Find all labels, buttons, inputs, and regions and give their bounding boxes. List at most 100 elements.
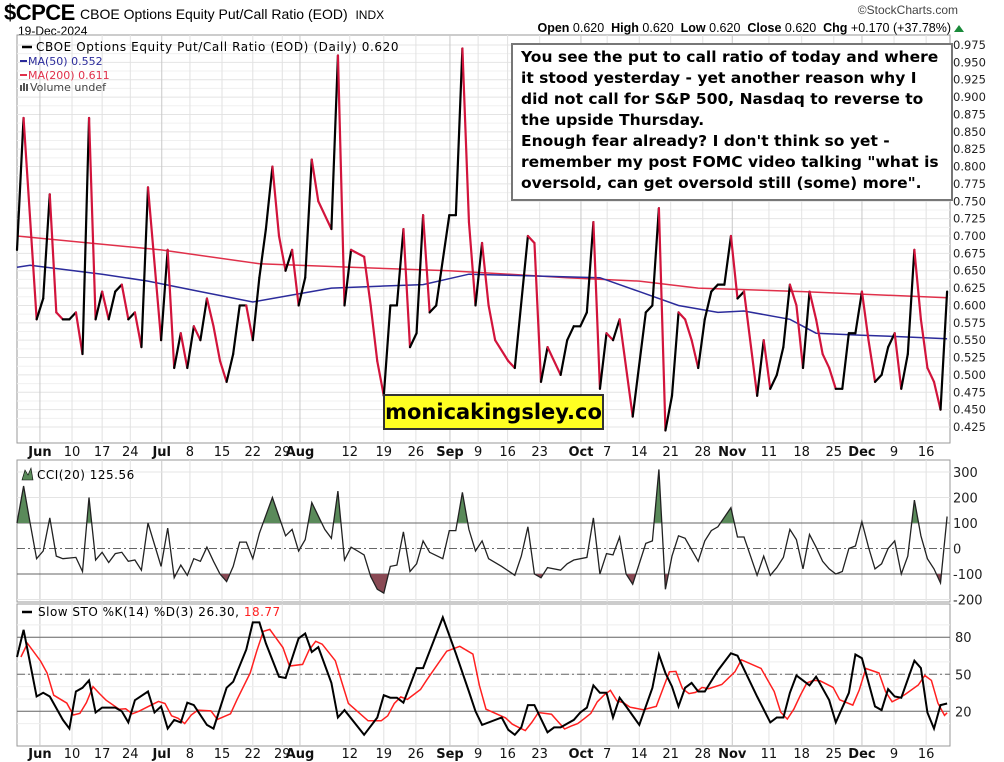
- price-segment: [114, 283, 123, 293]
- x-tick-label: 21: [662, 747, 679, 762]
- price-segment: [762, 339, 772, 390]
- panel-frame-1: [16, 459, 951, 603]
- price-segment: [683, 318, 693, 342]
- x-tick-label: 19: [376, 445, 393, 460]
- price-segment: [363, 255, 372, 307]
- x-tick-label: 22: [245, 445, 262, 460]
- x-tick-label: 10: [64, 747, 81, 762]
- price-segment: [775, 346, 785, 377]
- legend-ma200: MA(200) 0.611: [28, 69, 110, 82]
- price-segment: [120, 283, 130, 321]
- x-tick-label: 14: [631, 445, 648, 460]
- price-segment: [690, 339, 700, 370]
- x-tick-label: 16: [499, 747, 516, 762]
- price-segment: [585, 221, 595, 314]
- x-tick-label: 26: [408, 445, 425, 460]
- price-segment: [828, 366, 837, 390]
- price-segment: [258, 227, 267, 279]
- price-segment: [304, 158, 313, 279]
- price-segment: [769, 373, 778, 390]
- x-tick-label: Aug: [286, 445, 315, 460]
- price-segment: [271, 165, 281, 238]
- x-tick-label: 23: [531, 747, 548, 762]
- price-segment: [631, 311, 647, 418]
- price-segment: [107, 290, 117, 321]
- x-tick-label: Aug: [286, 747, 315, 762]
- open-label: Open: [537, 21, 570, 35]
- price-segment: [919, 318, 929, 370]
- legend-sto: Slow STO %K(14) %D(3) 26.30, 18.77: [38, 605, 281, 619]
- price-segment: [756, 339, 765, 397]
- cci-tick-label: -200: [953, 594, 983, 609]
- x-tick-label: 9: [890, 747, 898, 762]
- price-segment: [225, 352, 235, 383]
- price-segment: [513, 234, 530, 370]
- legend-sto-d: 18.77: [244, 605, 281, 619]
- y-tick-label: 0.925: [953, 73, 986, 87]
- price-segment: [651, 207, 661, 307]
- price-segment: [814, 318, 824, 356]
- symbol: $CPCE: [4, 0, 75, 25]
- x-tick-label: 29: [274, 747, 291, 762]
- gridlines: 0.975 0.950 0.925 0.900 0.875 0.850 0.825 0.800…: [16, 34, 986, 762]
- price-segment: [539, 346, 549, 383]
- price-segment: [402, 227, 412, 349]
- price-segment: [251, 276, 261, 342]
- price-segment: [284, 248, 294, 272]
- price-segment: [22, 116, 38, 321]
- cci-tick-label: 0: [953, 543, 961, 558]
- close-value: 0.620: [784, 21, 817, 35]
- price-segment: [186, 325, 195, 370]
- price-segment: [199, 297, 209, 342]
- price-segment: [913, 248, 923, 321]
- panel-frame-2: [16, 603, 951, 747]
- x-tick-label: 15: [214, 445, 231, 460]
- price-segment: [317, 200, 333, 231]
- price-segment: [467, 221, 477, 307]
- x-tick-label: 23: [531, 445, 548, 460]
- price-segment: [212, 325, 222, 363]
- cci-overbought-fill: [17, 469, 948, 523]
- price-segment: [330, 54, 340, 231]
- price-segment: [592, 221, 602, 390]
- high-label: High: [611, 21, 639, 35]
- sto-tick-label: 50: [955, 668, 972, 683]
- x-tick-label: 16: [918, 747, 935, 762]
- exchange: INDX: [355, 8, 385, 22]
- price-segment: [74, 311, 84, 356]
- y-tick-label: 0.450: [953, 403, 986, 417]
- price-segment: [801, 290, 811, 370]
- price-segment: [697, 318, 706, 370]
- y-tick-label: 0.975: [953, 38, 986, 52]
- price-segment: [559, 339, 569, 377]
- cci-tick-label: -100: [953, 568, 983, 583]
- x-tick-label: 7: [603, 747, 611, 762]
- x-tick-label: Sep: [436, 747, 464, 762]
- ohlc-readout: Open 0.620 High 0.620 Low 0.620 Close 0.…: [537, 21, 964, 35]
- x-tick-label: 26: [408, 747, 425, 762]
- x-tick-label: 22: [245, 747, 262, 762]
- x-tick-label: Dec: [848, 445, 875, 460]
- x-tick-label: 19: [376, 747, 393, 762]
- price-segment: [48, 193, 58, 314]
- x-tick-label: 16: [918, 445, 935, 460]
- price-segment: [677, 311, 687, 321]
- price-segment: [42, 193, 51, 300]
- price-segment: [939, 290, 949, 411]
- legend-ma50: MA(50) 0.552: [28, 55, 103, 68]
- low-value: 0.620: [709, 21, 741, 35]
- price-segment: [133, 311, 143, 349]
- price-segment: [192, 325, 202, 342]
- y-tick-label: 0.425: [953, 420, 986, 434]
- price-segment: [893, 332, 903, 390]
- y-tick-label: 0.900: [953, 90, 986, 104]
- x-tick-label: 9: [890, 445, 898, 460]
- x-tick-label: 11: [761, 747, 778, 762]
- price-segment: [618, 318, 634, 418]
- chart-marks: [15, 47, 949, 737]
- x-tick-label: Jul: [151, 445, 171, 460]
- cci-tick-label: 300: [953, 466, 978, 481]
- note-line: oversold, can get oversold still (some) …: [521, 174, 922, 192]
- y-tick-label: 0.825: [953, 142, 986, 156]
